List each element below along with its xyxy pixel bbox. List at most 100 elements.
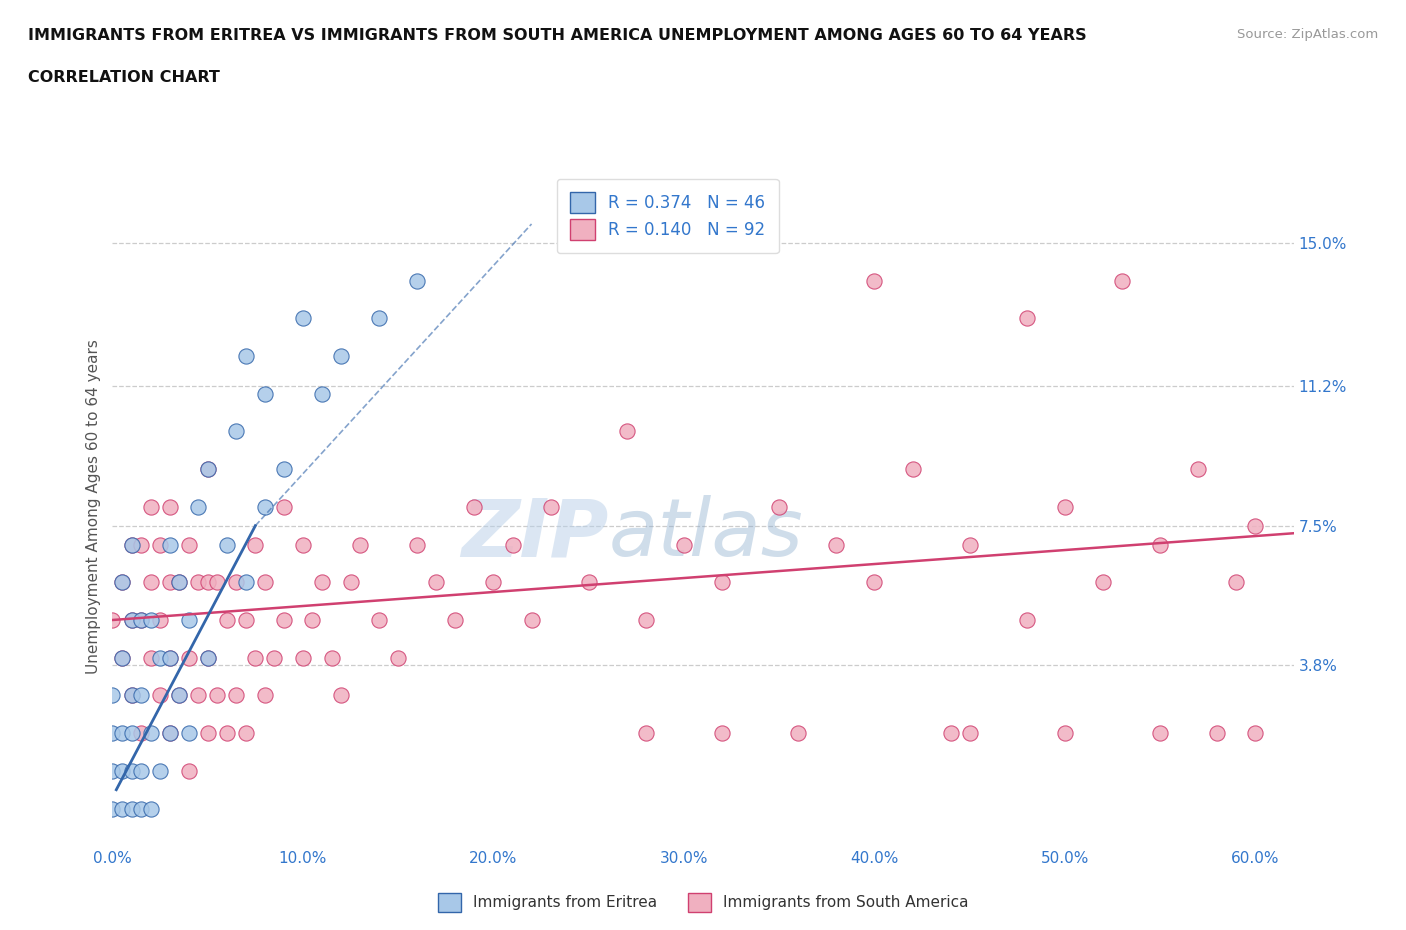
Point — [159, 650, 181, 665]
Point — [159, 499, 181, 514]
Point — [939, 725, 962, 740]
Point — [139, 499, 162, 514]
Text: CORRELATION CHART: CORRELATION CHART — [28, 70, 219, 85]
Point — [129, 613, 152, 628]
Point — [121, 613, 143, 628]
Y-axis label: Unemployment Among Ages 60 to 64 years: Unemployment Among Ages 60 to 64 years — [86, 339, 101, 674]
Point — [215, 725, 238, 740]
Point — [159, 575, 181, 590]
Point — [959, 538, 981, 552]
Point — [177, 613, 200, 628]
Point — [111, 764, 134, 778]
Point — [167, 688, 190, 703]
Point — [1092, 575, 1115, 590]
Point — [540, 499, 562, 514]
Text: atlas: atlas — [609, 495, 803, 573]
Point — [406, 273, 429, 288]
Point — [111, 650, 134, 665]
Point — [253, 688, 276, 703]
Point — [149, 764, 172, 778]
Point — [129, 801, 152, 816]
Point — [159, 538, 181, 552]
Point — [349, 538, 371, 552]
Point — [139, 575, 162, 590]
Point — [215, 538, 238, 552]
Point — [1053, 725, 1076, 740]
Point — [1149, 538, 1171, 552]
Point — [321, 650, 343, 665]
Point — [129, 613, 152, 628]
Point — [959, 725, 981, 740]
Point — [825, 538, 848, 552]
Point — [330, 688, 353, 703]
Point — [111, 650, 134, 665]
Point — [502, 538, 524, 552]
Point — [1206, 725, 1229, 740]
Point — [291, 538, 314, 552]
Legend: R = 0.374   N = 46, R = 0.140   N = 92: R = 0.374 N = 46, R = 0.140 N = 92 — [557, 179, 779, 253]
Point — [149, 613, 172, 628]
Point — [387, 650, 409, 665]
Point — [1244, 725, 1267, 740]
Point — [159, 725, 181, 740]
Point — [863, 575, 886, 590]
Point — [177, 650, 200, 665]
Point — [121, 538, 143, 552]
Point — [1111, 273, 1133, 288]
Point — [101, 688, 124, 703]
Point — [197, 461, 219, 476]
Point — [167, 688, 190, 703]
Point — [225, 688, 247, 703]
Point — [197, 461, 219, 476]
Point — [634, 613, 657, 628]
Point — [121, 688, 143, 703]
Point — [330, 349, 353, 364]
Point — [129, 725, 152, 740]
Point — [177, 725, 200, 740]
Point — [149, 538, 172, 552]
Point — [768, 499, 790, 514]
Point — [1015, 311, 1038, 325]
Point — [672, 538, 695, 552]
Point — [129, 538, 152, 552]
Point — [101, 613, 124, 628]
Point — [245, 538, 267, 552]
Point — [863, 273, 886, 288]
Point — [139, 650, 162, 665]
Point — [787, 725, 810, 740]
Point — [225, 424, 247, 439]
Point — [149, 650, 172, 665]
Point — [207, 575, 229, 590]
Point — [139, 801, 162, 816]
Point — [187, 499, 209, 514]
Point — [111, 801, 134, 816]
Point — [149, 688, 172, 703]
Point — [101, 764, 124, 778]
Point — [197, 650, 219, 665]
Point — [121, 801, 143, 816]
Point — [444, 613, 467, 628]
Point — [482, 575, 505, 590]
Point — [121, 613, 143, 628]
Point — [245, 650, 267, 665]
Point — [368, 311, 391, 325]
Point — [121, 538, 143, 552]
Point — [187, 575, 209, 590]
Point — [616, 424, 638, 439]
Point — [101, 725, 124, 740]
Point — [177, 764, 200, 778]
Point — [263, 650, 285, 665]
Point — [311, 386, 333, 401]
Point — [273, 499, 295, 514]
Point — [167, 575, 190, 590]
Point — [235, 575, 257, 590]
Point — [291, 311, 314, 325]
Point — [578, 575, 600, 590]
Legend: Immigrants from Eritrea, Immigrants from South America: Immigrants from Eritrea, Immigrants from… — [432, 887, 974, 918]
Point — [406, 538, 429, 552]
Point — [215, 613, 238, 628]
Point — [1244, 518, 1267, 533]
Point — [463, 499, 485, 514]
Point — [197, 575, 219, 590]
Point — [207, 688, 229, 703]
